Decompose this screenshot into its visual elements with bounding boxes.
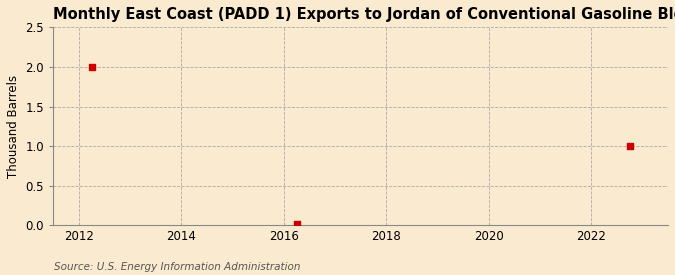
- Text: Source: U.S. Energy Information Administration: Source: U.S. Energy Information Administ…: [54, 262, 300, 272]
- Text: Monthly East Coast (PADD 1) Exports to Jordan of Conventional Gasoline Blending : Monthly East Coast (PADD 1) Exports to J…: [53, 7, 675, 22]
- Y-axis label: Thousand Barrels: Thousand Barrels: [7, 75, 20, 178]
- Point: [86, 65, 97, 69]
- Point: [291, 222, 302, 226]
- Point: [624, 144, 635, 148]
